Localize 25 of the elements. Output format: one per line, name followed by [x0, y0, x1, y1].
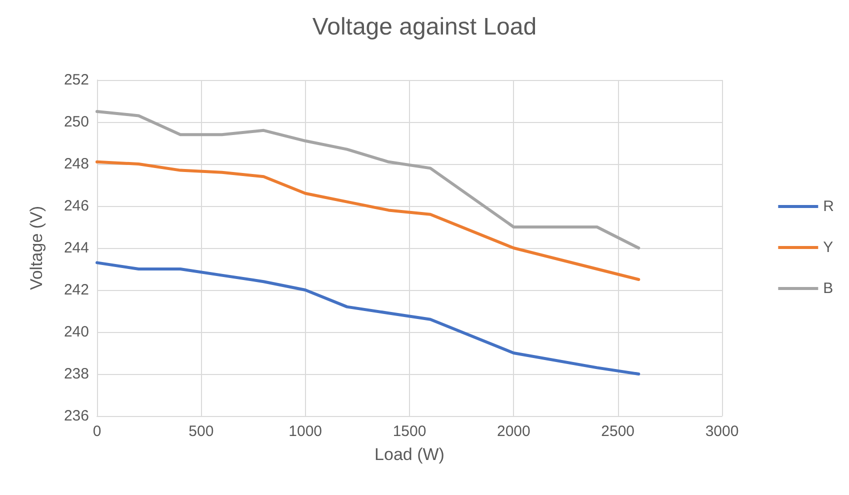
- legend-label: B: [823, 280, 834, 297]
- line-series: [96, 261, 640, 376]
- x-tick-label: 2500: [601, 423, 635, 440]
- y-tick-label: 250: [64, 114, 89, 130]
- x-tick-label: 2000: [496, 423, 530, 440]
- x-tick-label: 1000: [288, 423, 322, 440]
- y-tick-label: 246: [64, 198, 89, 214]
- legend-label: Y: [823, 239, 834, 256]
- x-tick-label: 1500: [392, 423, 426, 440]
- y-tick-label: 244: [64, 240, 89, 256]
- y-tick-label: 252: [64, 72, 89, 88]
- y-tick-label: 242: [64, 282, 89, 298]
- line-series: [96, 110, 640, 250]
- x-tick-label: 3000: [705, 423, 739, 440]
- chart-title: Voltage against Load: [312, 14, 537, 40]
- legend-label: R: [823, 198, 834, 215]
- y-tick-label: 248: [64, 156, 89, 172]
- y-tick-label: 240: [64, 324, 89, 340]
- x-tick-label: 500: [188, 423, 214, 440]
- x-axis-title: Load (W): [374, 445, 444, 464]
- y-tick-label: 236: [64, 408, 89, 424]
- y-tick-label: 238: [64, 366, 89, 382]
- x-tick-label: 0: [92, 423, 102, 440]
- y-axis-title: Voltage (V): [27, 206, 46, 290]
- line-series: [96, 160, 640, 281]
